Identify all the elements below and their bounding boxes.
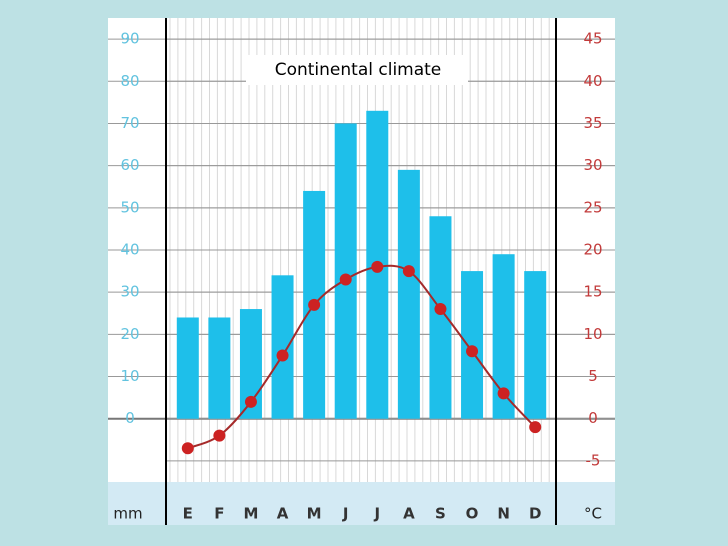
bar: [176, 317, 199, 419]
bar: [334, 123, 357, 419]
y2-tick-label: 35: [583, 114, 602, 132]
y-tick-label: 40: [120, 241, 139, 259]
x-tick-label: S: [435, 505, 446, 523]
temperature-point: [529, 421, 542, 434]
y2-tick-label: -5: [586, 451, 601, 469]
chart-title: Continental climate: [275, 60, 442, 80]
x-tick-label: E: [183, 505, 193, 523]
x-tick-label: M: [243, 505, 258, 523]
y-tick-label: 80: [120, 72, 139, 90]
temperature-point: [244, 395, 257, 408]
temperature-point: [213, 429, 226, 442]
x-tick-label: A: [277, 505, 289, 523]
bar: [524, 271, 547, 419]
bar: [461, 271, 484, 419]
x-tick-label: J: [342, 505, 349, 523]
title-box: [246, 55, 468, 85]
y-tick-label: 90: [120, 30, 139, 48]
y2-tick-label: 5: [588, 367, 598, 385]
x-tick-label: J: [373, 505, 380, 523]
x-tick-label: F: [214, 505, 224, 523]
y-tick-label: 50: [120, 198, 139, 216]
temperature-point: [497, 387, 510, 400]
y2-tick-label: 20: [583, 241, 602, 259]
temperature-point: [276, 349, 289, 362]
x-tick-label: O: [466, 505, 479, 523]
y-tick-label: 20: [120, 325, 139, 343]
temperature-point: [181, 442, 194, 455]
layer: 0 10 20 30 40 50 60 70 80 90 -5 0 5 10 15 20 25 30 35 40 45 E…: [108, 30, 615, 523]
y2-tick-label: 30: [583, 156, 602, 174]
x-tick-label: N: [497, 505, 510, 523]
y-tick-label: 10: [120, 367, 139, 385]
x-tick-label: D: [529, 505, 541, 523]
bar: [492, 254, 515, 419]
bar: [397, 169, 420, 419]
y-axis-unit: mm: [113, 505, 142, 523]
y-tick-label: 70: [120, 114, 139, 132]
x-tick-label: M: [307, 505, 322, 523]
category-band: [108, 482, 615, 525]
y2-tick-label: 40: [583, 72, 602, 90]
y-tick-label: 0: [125, 409, 135, 427]
x-tick-label: A: [403, 505, 415, 523]
temperature-point: [466, 345, 479, 358]
y2-tick-label: 15: [583, 283, 602, 301]
temperature-point: [402, 265, 415, 278]
y2-tick-label: 45: [583, 30, 602, 48]
temperature-point: [339, 273, 352, 286]
y-tick-label: 30: [120, 283, 139, 301]
bar: [429, 216, 452, 419]
y2-axis-unit: °C: [584, 505, 602, 523]
y2-tick-label: 25: [583, 198, 602, 216]
y2-tick-label: 0: [588, 409, 598, 427]
temperature-point: [434, 303, 447, 316]
y-tick-label: 60: [120, 156, 139, 174]
bar: [208, 317, 231, 419]
bar: [239, 309, 262, 419]
bar: [271, 275, 294, 419]
y2-tick-label: 10: [583, 325, 602, 343]
temperature-point: [371, 260, 384, 273]
temperature-point: [308, 298, 321, 311]
